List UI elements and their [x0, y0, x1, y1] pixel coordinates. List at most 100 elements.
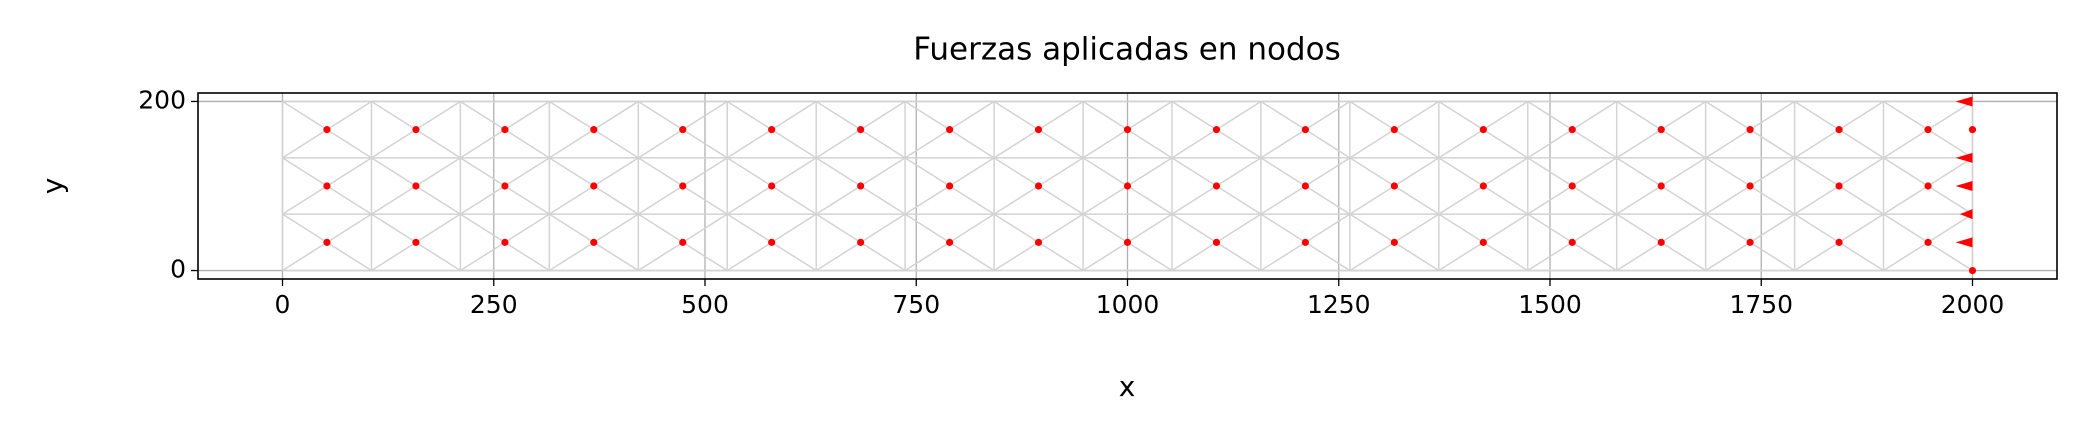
mesh-line — [1749, 213, 1796, 243]
mesh-line — [415, 213, 461, 243]
mesh-line — [1838, 241, 1884, 272]
mesh-line — [1038, 185, 1084, 215]
node-point — [1968, 266, 1977, 275]
mesh-line — [815, 213, 862, 243]
node-point — [1301, 238, 1309, 246]
mesh-line — [1438, 100, 1484, 131]
mesh-line — [771, 129, 817, 159]
node-point — [946, 182, 954, 190]
mesh-line — [1705, 213, 1751, 243]
mesh-line — [815, 129, 862, 159]
node-point — [1390, 126, 1398, 134]
node-point — [1657, 182, 1665, 190]
mesh-line — [548, 100, 595, 131]
mesh-line — [371, 129, 417, 159]
mesh-line — [860, 100, 906, 131]
mesh-line — [1038, 157, 1084, 187]
mesh-line — [949, 241, 995, 272]
mesh-line — [1082, 241, 1128, 272]
mesh-line — [904, 241, 950, 272]
mesh-line — [548, 213, 595, 243]
mesh-line — [993, 213, 1039, 243]
mesh-line — [1838, 185, 1884, 215]
node-point — [1479, 182, 1487, 190]
y-tick-label: 200 — [138, 85, 186, 114]
force-arrow — [1959, 209, 1973, 220]
mesh-line — [415, 100, 461, 131]
node-point — [412, 238, 420, 246]
mesh-line — [637, 157, 684, 187]
mesh-line — [1127, 241, 1173, 272]
mesh-line — [1794, 241, 1840, 272]
mesh-line — [1349, 213, 1395, 243]
mesh-line — [904, 157, 950, 187]
node-point — [768, 126, 776, 134]
mesh-line — [371, 213, 417, 243]
mesh-line — [993, 129, 1039, 159]
mesh-line — [1393, 185, 1440, 215]
mesh-line — [1749, 100, 1796, 131]
mesh-line — [282, 129, 328, 159]
mesh-line — [1393, 241, 1440, 272]
mesh-line — [1349, 241, 1395, 272]
mesh-line — [1571, 213, 1618, 243]
x-tick-label: 1500 — [1518, 290, 1582, 319]
node-point — [768, 238, 776, 246]
mesh-line — [504, 129, 550, 159]
node-point — [679, 126, 687, 134]
x-tick-label: 1000 — [1096, 290, 1160, 319]
mesh-line — [1438, 241, 1484, 272]
mesh-line — [593, 100, 639, 131]
mesh-line — [1571, 129, 1618, 159]
mesh-line — [1305, 129, 1351, 159]
mesh-line — [1660, 213, 1707, 243]
mesh-line — [1482, 241, 1529, 272]
mesh-line — [1838, 213, 1884, 243]
mesh-line — [459, 157, 506, 187]
mesh-line — [1171, 129, 1217, 159]
mesh-line — [1838, 157, 1884, 187]
node-point — [679, 182, 687, 190]
mesh-line — [1749, 185, 1796, 215]
node-point — [1924, 126, 1932, 134]
mesh-line — [1883, 157, 1929, 187]
mesh-line — [1927, 157, 1973, 187]
mesh-line — [1305, 241, 1351, 272]
mesh-line — [1660, 185, 1707, 215]
mesh-line — [1216, 129, 1262, 159]
mesh-line — [904, 185, 950, 215]
mesh-line — [993, 157, 1039, 187]
mesh-line — [1527, 157, 1573, 187]
mesh-line — [1127, 185, 1173, 215]
y-tick-label: 0 — [170, 255, 186, 284]
mesh-line — [1038, 129, 1084, 159]
mesh-line — [860, 129, 906, 159]
mesh-line — [726, 100, 773, 131]
x-tick-label: 1750 — [1729, 290, 1793, 319]
node-point — [1746, 126, 1754, 134]
mesh-line — [682, 157, 728, 187]
mesh-line — [682, 241, 728, 272]
node-point — [1034, 238, 1043, 246]
node-point — [1568, 238, 1576, 246]
mesh-line — [282, 241, 328, 272]
mesh-line — [1527, 241, 1573, 272]
x-tick-label: 1250 — [1307, 290, 1371, 319]
mesh-line — [593, 185, 639, 215]
mesh-line — [1260, 157, 1306, 187]
node-point — [1924, 182, 1932, 190]
mesh-line — [371, 157, 417, 187]
mesh-line — [682, 100, 728, 131]
x-tick-label: 250 — [470, 290, 518, 319]
node-point — [1568, 182, 1576, 190]
mesh-line — [1438, 157, 1484, 187]
mesh-line — [1927, 241, 1973, 272]
mesh-line — [1527, 100, 1573, 131]
mesh-line — [771, 213, 817, 243]
mesh-line — [415, 185, 461, 215]
mesh-line — [1794, 100, 1840, 131]
mesh-line — [1171, 185, 1217, 215]
plot-frame — [197, 92, 2058, 280]
mesh-line — [459, 185, 506, 215]
